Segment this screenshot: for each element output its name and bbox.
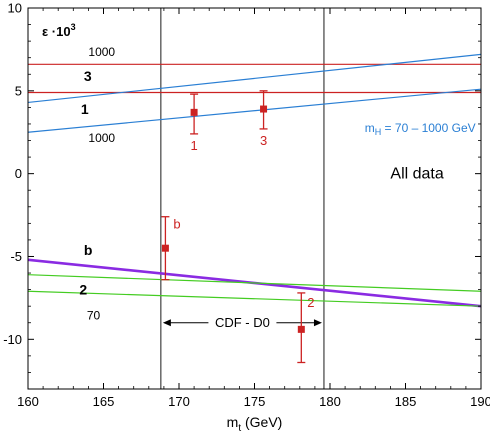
line-label: 1000 xyxy=(88,45,115,59)
x-tick-label: 175 xyxy=(244,394,266,409)
all-data-label: All data xyxy=(390,166,443,183)
line-label: 1000 xyxy=(88,131,115,145)
point-marker xyxy=(297,325,305,333)
series-lines xyxy=(28,53,481,308)
series-line-1000 xyxy=(28,88,481,133)
series-line-1000 xyxy=(28,53,481,104)
x-axis-title: mt (GeV) xyxy=(227,414,283,434)
y-axis-label: ε ·103 xyxy=(42,22,76,39)
x-tick-label: 190 xyxy=(470,394,490,409)
y-tick-label: -10 xyxy=(3,332,22,347)
x-tick-label: 185 xyxy=(395,394,417,409)
point-marker xyxy=(161,244,169,252)
x-tick-label: 180 xyxy=(319,394,341,409)
y-tick-label: 5 xyxy=(15,83,22,98)
point-label: b xyxy=(173,217,180,232)
data-points: 1 3 b 2 xyxy=(161,90,315,364)
data-point-1: 1 xyxy=(190,93,199,153)
cdf-d0-label: CDF - D0 xyxy=(215,315,270,330)
plot-frame xyxy=(27,7,482,390)
data-point-2: 2 xyxy=(297,292,315,364)
line-label: b xyxy=(84,242,93,258)
arrowhead-left-icon xyxy=(162,319,171,327)
series-line-2 xyxy=(28,274,481,292)
mh-range-label: mH = 70 – 1000 GeV xyxy=(365,121,476,137)
x-tick-label: 170 xyxy=(168,394,190,409)
line-label: 70 xyxy=(87,308,101,322)
point-label: 1 xyxy=(190,138,197,153)
arrowhead-right-icon xyxy=(313,319,322,327)
x-tick-label: 160 xyxy=(17,394,39,409)
y-tick-label: 10 xyxy=(8,1,22,16)
line-label: 3 xyxy=(84,68,92,84)
series-line-70 xyxy=(28,290,481,307)
point-marker xyxy=(260,105,268,113)
x-tick-label: 165 xyxy=(93,394,115,409)
point-label: 2 xyxy=(307,295,314,310)
y-tick-label: -5 xyxy=(10,249,22,264)
point-label: 3 xyxy=(260,133,267,148)
data-point-b: b xyxy=(161,216,181,281)
data-point-3: 3 xyxy=(259,90,268,148)
point-marker xyxy=(190,108,198,116)
y-tick-label: 0 xyxy=(15,166,22,181)
line-label: 1 xyxy=(81,101,89,117)
line-label: 2 xyxy=(79,282,87,298)
